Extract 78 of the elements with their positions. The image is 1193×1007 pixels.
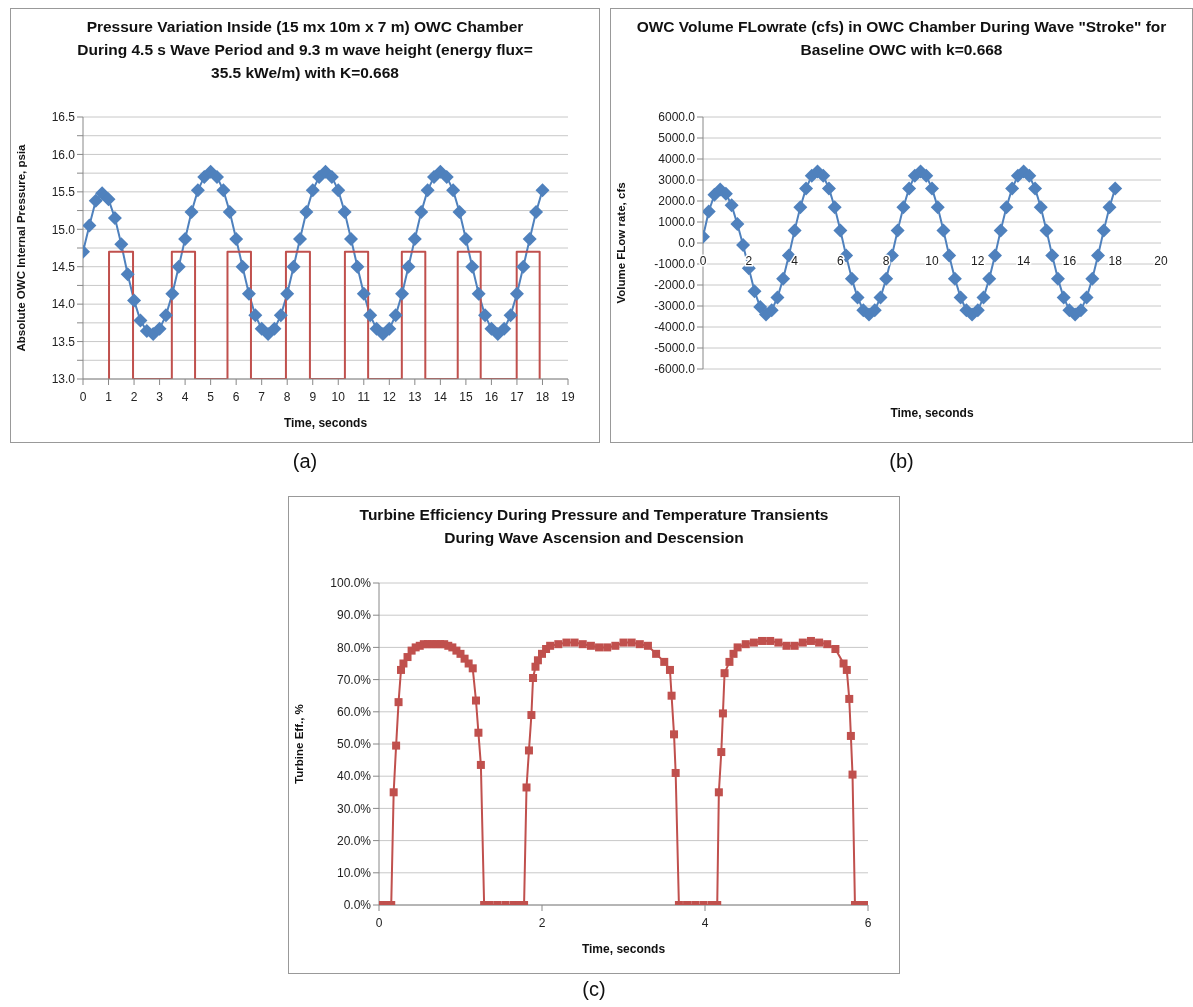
x-tick-label: 4 (701, 916, 709, 930)
x-tick-label: 7 (258, 390, 266, 404)
x-tick-label: 0 (699, 254, 707, 268)
y-tick-label: 40.0% (336, 769, 372, 784)
y-tick-label: -2000.0 (654, 278, 696, 293)
x-tick-label: 17 (510, 390, 524, 404)
x-tick-label: 8 (283, 390, 291, 404)
y-tick-label: -5000.0 (654, 341, 696, 356)
x-tick-label: 3 (156, 390, 164, 404)
y-tick-label: 16.5 (51, 110, 76, 125)
y-axis-title: Volume FLow rate, cfs (615, 182, 628, 304)
y-tick-label: 80.0% (336, 640, 372, 655)
y-axis-title: Turbine Eff., % (293, 704, 306, 784)
x-tick-label: 13 (408, 390, 422, 404)
x-tick-label: 14 (1016, 254, 1031, 268)
y-tick-label: 60.0% (336, 705, 372, 720)
x-tick-label: 16 (484, 390, 499, 404)
x-axis-title: Time, seconds (581, 942, 666, 956)
y-tick-label: 15.0 (51, 222, 76, 237)
y-tick-label: 0.0% (343, 898, 372, 913)
y-tick-label: 3000.0 (658, 173, 696, 188)
x-tick-label: 18 (535, 390, 550, 404)
y-tick-label: 10.0% (336, 866, 372, 881)
x-tick-label: 14 (433, 390, 448, 404)
x-tick-label: 15 (459, 390, 473, 404)
x-tick-label: 5 (207, 390, 215, 404)
y-tick-label: 30.0% (336, 801, 372, 816)
y-tick-label: 100.0% (330, 576, 372, 591)
text: (a) (291, 450, 319, 473)
y-tick-label: 5000.0 (658, 131, 696, 146)
y-tick-label: 13.5 (51, 334, 76, 349)
y-tick-label: 20.0% (336, 833, 372, 848)
x-tick-label: 0 (375, 916, 383, 930)
y-tick-label: -3000.0 (654, 299, 696, 314)
y-tick-label: 50.0% (336, 737, 372, 752)
x-axis-title: Time, seconds (283, 416, 368, 430)
x-tick-label: 0 (79, 390, 87, 404)
y-tick-label: 0.0 (678, 236, 696, 251)
x-tick-label: 2 (538, 916, 546, 930)
y-tick-label: 4000.0 (658, 152, 696, 167)
x-tick-label: 9 (309, 390, 317, 404)
y-axis-title: Absolute OWC Internal Pressure, psia (15, 143, 28, 352)
y-tick-label: 90.0% (336, 608, 372, 623)
x-axis-title: Time, seconds (890, 406, 974, 420)
x-tick-label: 4 (791, 254, 799, 268)
y-tick-label: 14.0 (51, 297, 76, 312)
y-tick-label: 16.0 (51, 147, 76, 162)
x-tick-label: 12 (382, 390, 397, 404)
x-tick-label: 18 (1108, 254, 1123, 268)
x-tick-label: 6 (232, 390, 240, 404)
chart-title: Turbine Efficiency During Pressure and Temperature Transients During Wave Ascension and Descension (358, 505, 830, 548)
x-tick-label: 11 (357, 390, 371, 404)
x-tick-label: 6 (837, 254, 845, 268)
y-tick-label: -6000.0 (654, 362, 696, 377)
y-tick-label: 70.0% (336, 672, 372, 687)
x-tick-label: 12 (971, 254, 985, 268)
y-tick-label: 13.0 (51, 372, 76, 387)
x-tick-label: 4 (181, 390, 189, 404)
x-tick-label: 19 (561, 390, 575, 404)
x-tick-label: 10 (925, 254, 939, 268)
x-tick-label: 6 (864, 916, 872, 930)
x-tick-label: 2 (130, 390, 138, 404)
y-tick-label: 6000.0 (658, 110, 696, 125)
text: (b) (888, 450, 915, 473)
x-tick-label: 16 (1062, 254, 1077, 268)
x-tick-label: 1 (105, 390, 113, 404)
y-tick-label: 14.5 (51, 259, 76, 274)
chart-title: Pressure Variation Inside (15 mx 10m x 7 m) OWC Chamber During 4.5 s Wave Period and 9.3 m wave height (energy flux= 35.5 kWe/m) with K=0.668 (76, 17, 534, 83)
y-tick-label: 2000.0 (658, 194, 696, 209)
text: (c) (581, 978, 607, 1001)
y-tick-label: 1000.0 (658, 215, 696, 230)
y-tick-label: 15.5 (51, 185, 76, 200)
y-tick-label: -4000.0 (654, 320, 696, 335)
chart-title: OWC Volume FLowrate (cfs) in OWC Chamber During Wave "Stroke" for Baseline OWC with k=0.668 (636, 17, 1167, 60)
y-tick-label: -1000.0 (654, 257, 696, 272)
x-tick-label: 10 (331, 390, 346, 404)
x-tick-label: 20 (1154, 254, 1168, 268)
x-tick-label: 8 (882, 254, 890, 268)
